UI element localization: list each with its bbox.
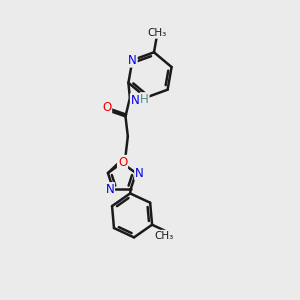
Text: O: O — [102, 101, 111, 114]
Text: H: H — [140, 93, 149, 106]
Text: N: N — [135, 167, 144, 179]
Text: N: N — [105, 183, 114, 196]
Text: N: N — [131, 94, 140, 107]
Text: N: N — [128, 54, 137, 67]
Text: CH₃: CH₃ — [147, 28, 167, 38]
Text: CH₃: CH₃ — [155, 231, 174, 241]
Text: O: O — [118, 156, 127, 169]
